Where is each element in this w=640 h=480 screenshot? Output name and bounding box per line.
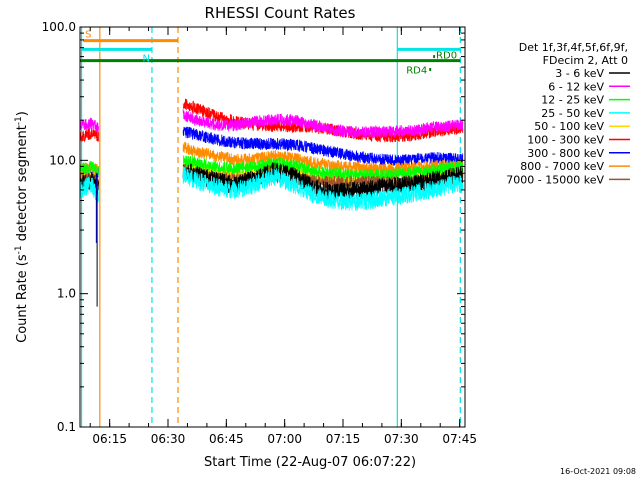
- plot-area: S N RD0 RD4: [80, 27, 464, 427]
- state-bar-label-4: RD0: [436, 51, 457, 62]
- legend-label-3: 25 - 50 keV: [541, 107, 604, 120]
- legend-label-5: 100 - 300 keV: [527, 134, 604, 147]
- x-tick-label-0: 06:15: [92, 432, 127, 446]
- x-tick-label-2: 06:45: [209, 432, 244, 446]
- legend: Det 1f,3f,4f,5f,6f,9f,FDecim 2, Att 03 -…: [506, 41, 630, 186]
- legend-header-0: Det 1f,3f,4f,5f,6f,9f,: [519, 41, 628, 54]
- series-line-3-seg-0: [80, 176, 99, 204]
- series-line-0-seg-0: [80, 171, 99, 199]
- x-tick-label-3: 07:00: [267, 432, 302, 446]
- series-line-3-seg-1: [182, 166, 464, 211]
- x-tick-label-6: 07:45: [442, 432, 477, 446]
- y-axis-label-part2: detector segment: [15, 125, 30, 245]
- legend-label-0: 3 - 6 keV: [555, 67, 604, 80]
- state-bar-label-0: S: [85, 30, 91, 41]
- x-tick-label-5: 07:30: [384, 432, 419, 446]
- y-tick-label-3: 0.1: [57, 420, 76, 434]
- x-tick-label-4: 07:15: [326, 432, 361, 446]
- x-tick-label-1: 06:30: [151, 432, 186, 446]
- footer-date: 16-Oct-2021 09:08: [560, 467, 636, 476]
- state-bar-label-1: N: [142, 53, 149, 64]
- plot-clip-group: [80, 27, 464, 427]
- y-axis-label: Count Rate (s-1 detector segment-1): [14, 111, 30, 343]
- y-axis-label-part3: ): [15, 111, 30, 116]
- chart-title: RHESSI Count Rates: [205, 4, 356, 22]
- y-axis-label-superscript-2: -1: [14, 116, 24, 125]
- y-tick-label-1: 10.0: [49, 153, 76, 167]
- state-bar-label-5: RD4: [406, 66, 427, 77]
- legend-header-1: FDecim 2, Att 0: [543, 54, 628, 67]
- series-line-1-seg-0: [80, 117, 99, 133]
- series-line-2-seg-1: [182, 155, 464, 181]
- series-line-6-seg-1: [182, 126, 464, 167]
- series-line-5-seg-0: [80, 127, 99, 143]
- legend-label-8: 7000 - 15000 keV: [506, 173, 604, 186]
- series-line-1-seg-1: [182, 109, 464, 139]
- legend-label-7: 800 - 7000 keV: [520, 160, 604, 173]
- y-axis-label-superscript-1: -1: [14, 245, 24, 254]
- legend-label-4: 50 - 100 keV: [534, 120, 604, 133]
- y-axis-label-part1: Count Rate (s: [15, 254, 30, 343]
- series-line-2-seg-0: [80, 160, 99, 176]
- x-axis-label: Start Time (22-Aug-07 06:07:22): [204, 455, 416, 470]
- legend-label-2: 12 - 25 keV: [541, 94, 604, 107]
- legend-label-6: 300 - 800 keV: [527, 147, 604, 160]
- series-line-7-seg-1: [182, 141, 464, 176]
- legend-label-1: 6 - 12 keV: [548, 80, 604, 93]
- y-tick-label-0: 100.0: [42, 20, 76, 34]
- axes: 100.0 10.0 1.0 0.1 06:15 06:30 06:45 07:00 07:15…: [42, 20, 477, 446]
- plot-frame: [79, 26, 466, 428]
- y-tick-label-2: 1.0: [57, 287, 76, 301]
